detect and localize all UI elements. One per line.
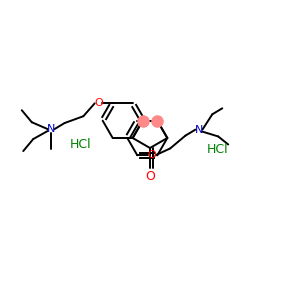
Text: O: O xyxy=(94,98,103,108)
Text: N: N xyxy=(46,124,55,134)
Text: HCl: HCl xyxy=(207,143,228,156)
Text: HCl: HCl xyxy=(70,138,92,151)
Text: O: O xyxy=(145,169,155,182)
Text: O: O xyxy=(147,150,156,160)
Text: N: N xyxy=(195,124,204,135)
